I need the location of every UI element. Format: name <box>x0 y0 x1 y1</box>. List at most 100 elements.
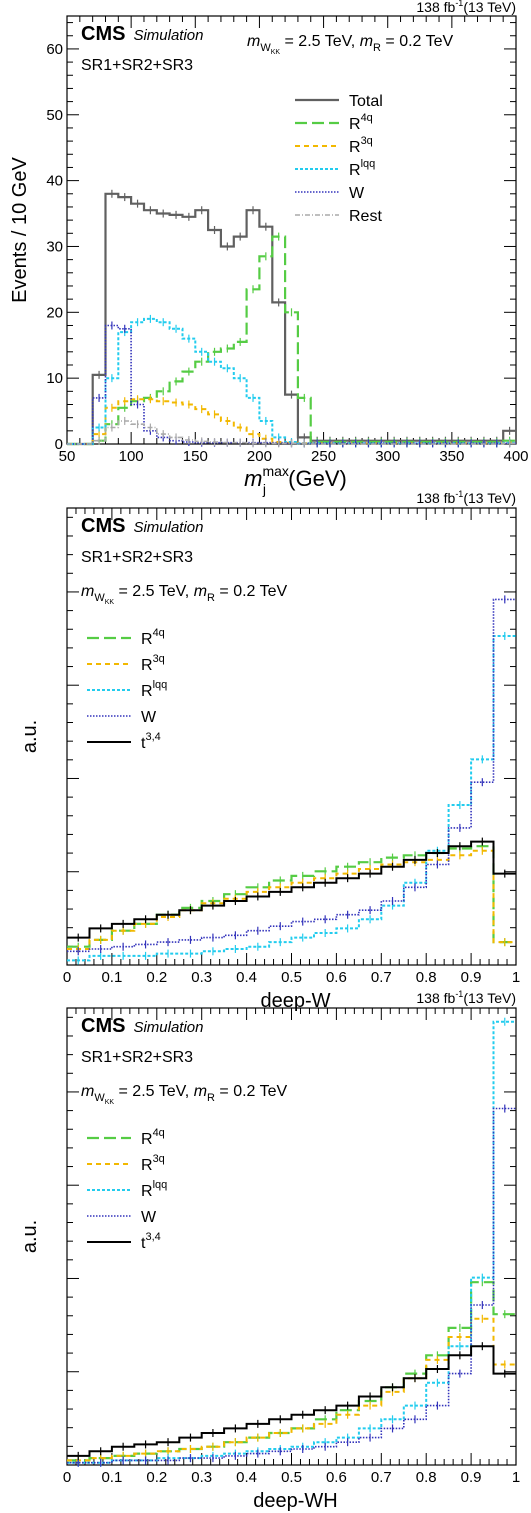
x-tick-label: 300 <box>375 448 400 465</box>
x-tick-label: 0.5 <box>281 1469 302 1486</box>
lumi-value: 138 fb <box>416 490 455 506</box>
cms-label: CMS Simulation <box>81 23 204 45</box>
chart-panel-1: 138 fb-1(13 TeV)50 100 150 200 250 300 350 4000… <box>9 0 529 497</box>
legend-name: W <box>141 1209 157 1226</box>
model-sub-w: W <box>94 592 105 604</box>
x-axis-label: deep-WH <box>253 1490 337 1512</box>
legend-sup: 3q <box>153 653 165 665</box>
model-sub-kk: KK <box>105 1099 115 1106</box>
legend-label-r4q: R4q <box>141 1127 165 1148</box>
model-m2: m <box>194 583 207 600</box>
region-label: SR1+SR2+SR3 <box>81 1049 193 1066</box>
lumi-value: 138 fb <box>416 0 455 15</box>
series-total-line <box>67 192 516 446</box>
legend-name: R <box>141 657 153 674</box>
legend-label-r4q: R4q <box>349 112 373 133</box>
x-axis-label: deep-W <box>260 990 330 1012</box>
x-tick-label: 0.6 <box>326 969 347 986</box>
x-tick-label: 0.3 <box>191 1469 212 1486</box>
legend-label-w: W <box>141 1209 157 1226</box>
y-axis-label: a.u. <box>19 1220 41 1253</box>
model-mass-r: = 0.2 TeV <box>215 1083 288 1100</box>
x-tick-label: 0.8 <box>416 969 437 986</box>
model-m2: m <box>194 1083 207 1100</box>
cms-label: CMS Simulation <box>81 1015 204 1037</box>
series-t34-line <box>67 1345 516 1457</box>
series-rlqq-line <box>67 1020 516 1464</box>
legend-label-w: W <box>349 185 365 202</box>
lumi-label: 138 fb-1(13 TeV) <box>416 489 516 506</box>
legend-label-total: Total <box>349 93 383 110</box>
legend-name: W <box>349 185 365 202</box>
model-sub-w: W <box>260 42 271 54</box>
cms-simulation-text: Simulation <box>133 1019 203 1036</box>
legend-label-rlqq: Rlqq <box>141 679 167 700</box>
chart-panel-2: 138 fb-1(13 TeV)0 0.1 0.2 0.3 0.4 0.5 0.6 0.7 0.… <box>19 489 520 1012</box>
model-m: m <box>81 1083 94 1100</box>
y-tick-label: 0 <box>55 436 63 453</box>
lumi-exponent: -1 <box>455 989 463 999</box>
x-tick-label: 0.1 <box>101 1469 122 1486</box>
x-label-symbol: m <box>244 466 262 491</box>
x-tick-label: 50 <box>59 448 76 465</box>
legend-sup: lqq <box>153 1179 168 1191</box>
legend-name: W <box>141 709 157 726</box>
x-tick-label: 400 <box>503 448 528 465</box>
model-m2: m <box>360 33 373 50</box>
model-sub-w: W <box>94 1092 105 1104</box>
x-tick-label: 0.6 <box>326 1469 347 1486</box>
x-tick-label: 250 <box>311 448 336 465</box>
model-m: m <box>247 33 260 50</box>
lumi-exponent: -1 <box>455 0 463 8</box>
legend-name: Total <box>349 93 383 110</box>
chart-panel-3: 138 fb-1(13 TeV) 0 0.1 0.2 0.3 0.4 0.5 0.6 0.7 0.… <box>19 989 520 1512</box>
legend-sup: 3q <box>153 1153 165 1165</box>
y-axis-label: a.u. <box>19 720 41 753</box>
legend-name: t <box>141 1235 146 1252</box>
series-w-line <box>67 598 516 953</box>
series-r3q-line <box>67 849 516 950</box>
y-tick-label: 50 <box>46 107 63 124</box>
model-label: mWKK = 2.5 TeV, mR = 0.2 TeV <box>247 33 454 56</box>
energy-label: (13 TeV) <box>463 490 516 506</box>
legend-sup: lqq <box>153 679 168 691</box>
x-tick-label: 150 <box>183 448 208 465</box>
legend-sup: lqq <box>361 158 376 170</box>
cms-label: CMS Simulation <box>81 515 204 537</box>
model-mass-wkk: = 2.5 TeV, <box>280 33 360 50</box>
x-tick-label: 1 <box>512 1469 520 1486</box>
legend-label-rlqq: Rlqq <box>141 1179 167 1200</box>
legend-name: t <box>141 735 146 752</box>
x-label-sup: max <box>262 463 288 479</box>
y-tick-label: 20 <box>46 304 63 321</box>
x-axis-label: mmax j (GeV) <box>244 463 347 497</box>
legend-name: Rest <box>349 208 382 225</box>
cms-logo-text: CMS <box>81 515 125 537</box>
lumi-label: 138 fb-1(13 TeV) <box>416 989 516 1006</box>
series-r4q-line <box>67 235 516 446</box>
x-tick-label: 0 <box>63 1469 71 1486</box>
model-sub-r: R <box>207 1092 215 1104</box>
legend-name: R <box>141 1157 153 1174</box>
legend-sup: 3,4 <box>145 731 160 743</box>
model-mass-r: = 0.2 TeV <box>381 33 454 50</box>
model-sub-r: R <box>207 592 215 604</box>
x-label-unit: (GeV) <box>282 466 347 491</box>
energy-label: (13 TeV) <box>463 0 516 15</box>
x-tick-label: 0.2 <box>146 969 167 986</box>
x-tick-label: 100 <box>119 448 144 465</box>
legend-name: R <box>141 683 153 700</box>
x-label-sub: j <box>262 481 266 497</box>
x-tick-label: 0.9 <box>461 969 482 986</box>
legend-label-r3q: R3q <box>141 653 165 674</box>
legend-label-t34: t3,4 <box>141 731 161 752</box>
model-sub-kk: KK <box>271 49 281 56</box>
legend-label-rest: Rest <box>349 208 382 225</box>
x-tick-label: 0.7 <box>371 1469 392 1486</box>
model-mass-wkk: = 2.5 TeV, <box>114 583 194 600</box>
x-tick-label: 0.8 <box>416 1469 437 1486</box>
x-tick-label: 0 <box>63 969 71 986</box>
x-tick-label: 0.3 <box>191 969 212 986</box>
series-w-line <box>67 324 516 445</box>
